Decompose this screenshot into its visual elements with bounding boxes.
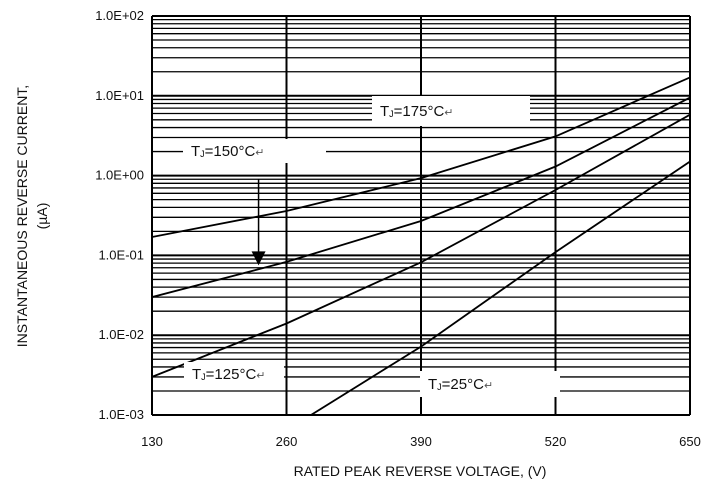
annotation-label: TJ=150°C↵ (191, 143, 265, 160)
tick-labels: 1.0E-03 1.0E-02 1.0E-01 1.0E+00 1.0E+01 1.0E+… (95, 8, 701, 449)
annotations: TJ=175°C↵ TJ=150°C↵ TJ=125°C↵ TJ=25°C↵ (183, 96, 560, 397)
annotation-box (420, 371, 560, 397)
x-tick-label: 130 (141, 434, 163, 449)
series-line-1 (152, 76, 690, 238)
series-line-2 (152, 96, 690, 298)
x-tick-label: 520 (545, 434, 567, 449)
y-tick-label: 1.0E-03 (98, 407, 144, 422)
annotation-label: TJ=125°C↵ (192, 366, 266, 383)
x-tick-label: 390 (410, 434, 432, 449)
annotation-box (183, 139, 326, 163)
y-tick-label: 1.0E-01 (98, 247, 144, 262)
y-axis-title-line2: (µA) (34, 203, 50, 230)
annotation-label: TJ=25°C↵ (428, 376, 493, 393)
x-axis-title: RATED PEAK REVERSE VOLTAGE, (V) (294, 463, 547, 479)
x-tick-label: 260 (276, 434, 298, 449)
y-tick-label: 1.0E-02 (98, 327, 144, 342)
annotation-box (372, 96, 530, 126)
series-lines (152, 76, 690, 415)
y-tick-label: 1.0E+00 (95, 168, 144, 183)
annotation-label: TJ=175°C↵ (380, 103, 454, 120)
x-tick-label: 650 (679, 434, 701, 449)
y-tick-label: 1.0E+02 (95, 8, 144, 23)
grid (151, 15, 691, 416)
y-axis-title-line1: INSTANTANEOUS REVERSE CURRENT, (14, 85, 30, 347)
series-line-3 (152, 113, 690, 378)
y-tick-label: 1.0E+01 (95, 88, 144, 103)
arrow-head (251, 251, 266, 266)
annotation-box (184, 362, 284, 386)
series-line-4 (309, 160, 690, 415)
